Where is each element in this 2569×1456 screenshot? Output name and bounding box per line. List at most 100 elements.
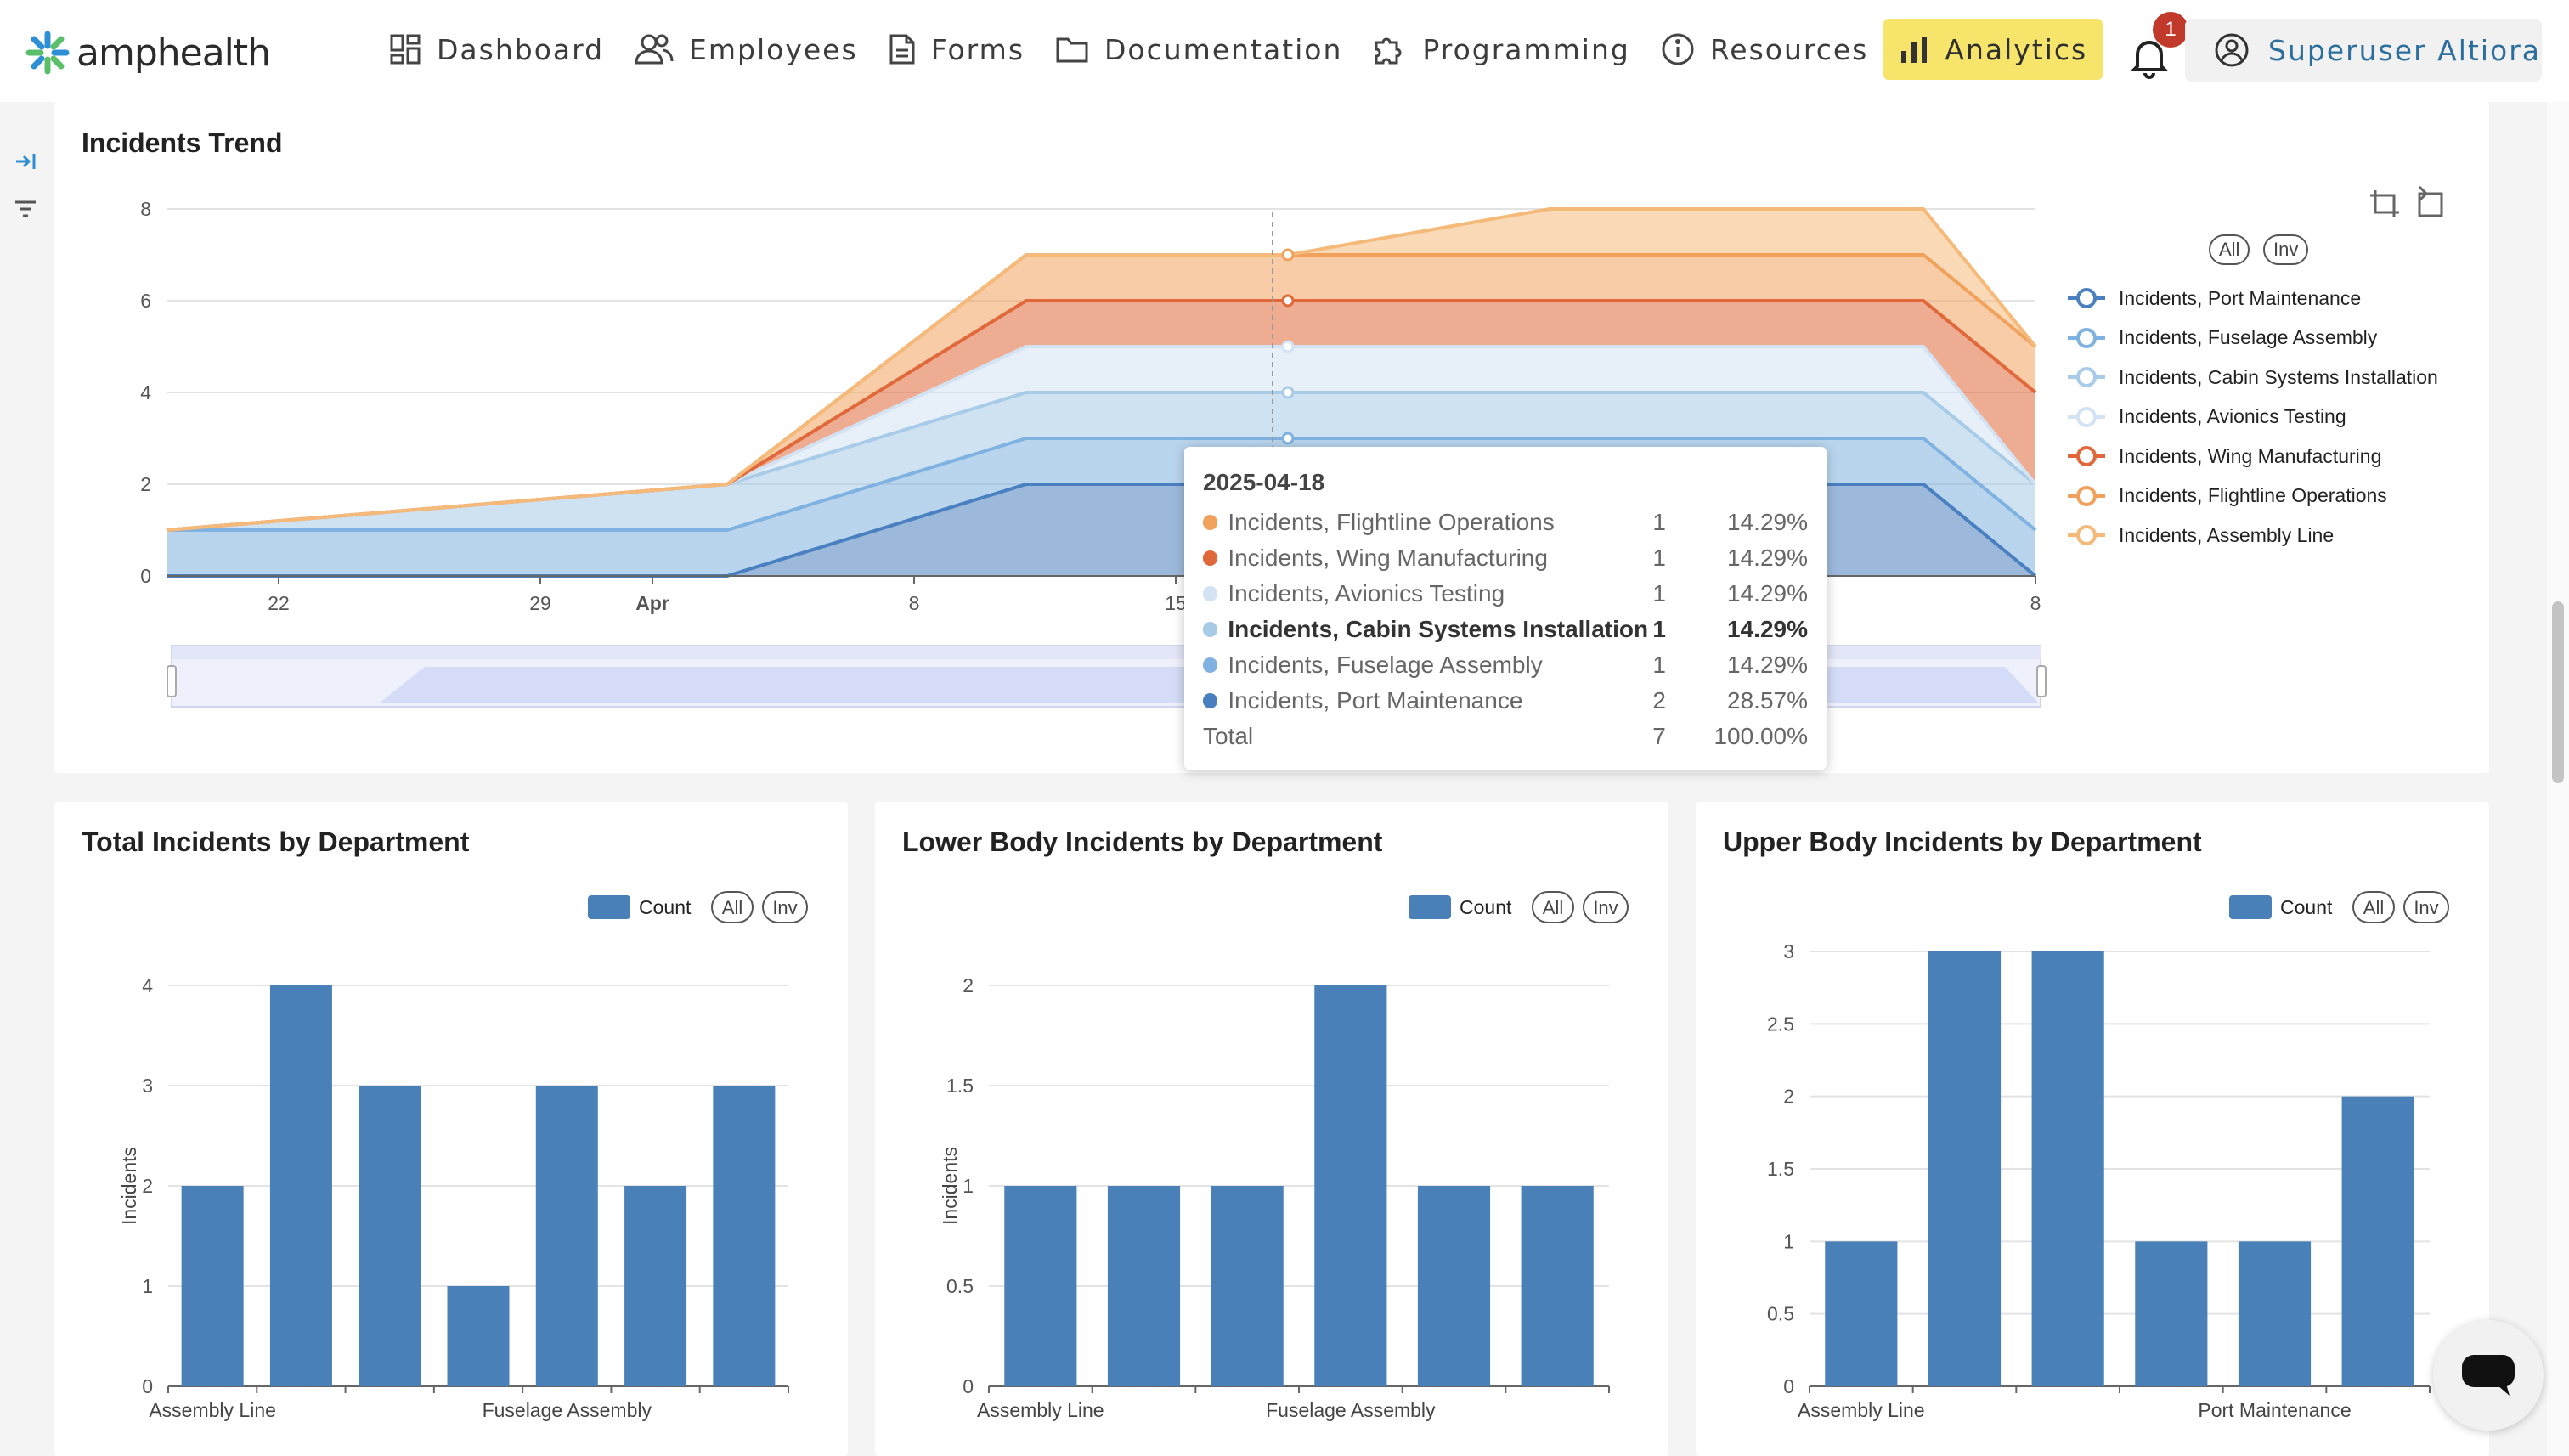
tooltip-series-label: Incidents, Flightline Operations [1228,509,1555,535]
trend-legend-item[interactable]: Incidents, Flightline Operations [2066,477,2438,516]
analytics-icon [1901,37,1928,63]
folder-icon [1056,37,1088,63]
bar-chart-panel-1: Total Incidents by Department Count All Inv… [82,827,808,1421]
bar-port-maintenance[interactable] [1417,1186,1491,1386]
bar-cabin-systems-installation[interactable] [2031,951,2104,1386]
user-menu-button[interactable]: Superuser Altiora [2185,19,2542,82]
scrollbar-thumb[interactable] [2552,601,2564,783]
bar-legend-all-button[interactable] [711,891,754,923]
legend-line-marker-icon [2068,288,2105,309]
bar-legend-inv-button[interactable] [762,891,808,923]
count-legend-label[interactable]: Count [639,896,692,918]
user-name: Superuser Altiora [2268,33,2541,67]
bar-legend-all-label: All [1543,897,1563,918]
chat-button[interactable] [2433,1320,2544,1431]
tooltip-series-count: 1 [1652,652,1666,678]
nav-forms[interactable]: Forms [873,19,1040,80]
count-legend-label[interactable]: Count [1460,896,1512,918]
count-legend-swatch[interactable] [1409,895,1451,919]
trend-legend-item[interactable]: Incidents, Wing Manufacturing [2066,437,2438,477]
zoom-reset-icon[interactable] [2418,185,2443,217]
trend-area-6 [167,255,2035,530]
bar-wing-manufacturing[interactable] [1521,1186,1594,1386]
trend-legend-label: Incidents, Port Maintenance [2119,286,2362,309]
app-logo[interactable]: amphealth [25,25,271,80]
bar-port-maintenance[interactable] [624,1186,687,1386]
count-legend-label[interactable]: Count [2280,896,2333,918]
trend-legend-item[interactable]: Incidents, Fuselage Assembly [2066,319,2438,358]
bar-legend-all-label: All [722,897,742,918]
bar-y-tick: 0.5 [946,1275,974,1297]
bar-avionics-testing[interactable] [1928,951,2002,1386]
bar-wing-manufacturing[interactable] [713,1086,776,1386]
bar-cabin-systems-installation[interactable] [1211,1186,1284,1386]
expand-sidebar-icon[interactable] [14,150,37,173]
bar-chart-title: Total Incidents by Department [82,827,470,857]
trend-x-tick: 22 [268,592,290,614]
nav-programming[interactable]: Programming [1358,19,1645,80]
bar-assembly-line[interactable] [181,1186,244,1386]
bar-cabin-systems-installation[interactable] [359,1086,421,1386]
count-legend-swatch[interactable] [588,895,630,919]
zoom-handle-left[interactable] [167,665,177,697]
tooltip-total-pct: 100.00% [1714,723,1808,749]
bar-flightline-operations[interactable] [2135,1241,2208,1386]
info-icon [1662,33,1694,65]
bar-y-tick: 2.5 [1767,1013,1794,1035]
tooltip-row: Incidents, Fuselage Assembly 1 14.29% [1203,647,1808,683]
tooltip-series-count: 1 [1652,509,1666,535]
tooltip-total-row: Total 7 100.00% [1203,719,1808,754]
trend-legend-label: Incidents, Cabin Systems Installation [2119,365,2438,388]
count-legend-swatch[interactable] [2229,895,2272,919]
department-bar-charts[interactable]: Total Incidents by Department Count All Inv… [0,802,2569,1456]
bar-y-tick: 2 [963,974,974,996]
trend-legend-all-button[interactable]: All [2209,234,2250,265]
trend-legend-label: Incidents, Wing Manufacturing [2119,444,2382,467]
trend-legend-item[interactable]: Incidents, Port Maintenance [2066,279,2438,319]
forms-icon [889,34,915,65]
bar-y-tick: 1.5 [946,1075,974,1097]
bar-x-tick-label: Fuselage Assembly [483,1399,652,1421]
bar-wing-manufacturing[interactable] [2341,1096,2414,1386]
bar-assembly-line[interactable] [1825,1241,1898,1386]
bar-legend-inv-label: Inv [1593,897,1618,918]
bar-y-axis-label: Incidents [118,1147,140,1225]
bar-y-tick: 2 [142,1175,153,1197]
trend-legend-item[interactable]: Incidents, Avionics Testing [2066,398,2438,437]
bar-port-maintenance[interactable] [2238,1241,2312,1386]
bar-legend-all-button[interactable] [1532,891,1574,923]
bar-legend-all-button[interactable] [2352,891,2395,923]
zoom-tool-icon[interactable] [2370,190,2399,217]
trend-line-2 [167,437,2037,532]
bar-x-tick-label: Assembly Line [977,1399,1104,1421]
bar-legend-inv-button[interactable] [2403,891,2449,923]
bar-flightline-operations[interactable] [447,1286,510,1386]
notifications-bell-icon[interactable] [2124,31,2175,82]
trend-hover-point [1281,340,1295,353]
bar-fuselage-assembly[interactable] [1314,985,1387,1386]
nav-resources[interactable]: Resources [1646,19,1884,80]
tooltip-row: Incidents, Wing Manufacturing 1 14.29% [1203,540,1808,576]
nav-documentation[interactable]: Documentation [1040,19,1358,80]
trend-legend: Incidents, Port Maintenance Incidents, Fu… [2066,279,2438,556]
filter-icon[interactable] [14,197,37,221]
bar-legend-inv-button[interactable] [1583,891,1629,923]
trend-legend-inv-button[interactable]: Inv [2263,234,2309,265]
trend-hover-point [1281,294,1295,308]
bar-assembly-line[interactable] [1004,1186,1077,1386]
trend-y-tick: 6 [140,290,151,312]
zoom-handle-right[interactable] [2036,665,2047,697]
trend-legend-item[interactable]: Incidents, Assembly Line [2066,516,2438,556]
nav-analytics[interactable]: Analytics [1883,19,2103,80]
bar-fuselage-assembly[interactable] [535,1086,598,1386]
nav-employees[interactable]: Employees [619,19,873,80]
trend-y-tick: 4 [140,381,151,404]
tooltip-row: Incidents, Flightline Operations 1 14.29% [1203,505,1808,540]
bar-avionics-testing[interactable] [269,985,332,1386]
dashboard-icon [390,34,421,65]
bar-chart-panel-2: Lower Body Incidents by Department Count A… [902,827,1629,1421]
trend-legend-item[interactable]: Incidents, Cabin Systems Installation [2066,358,2438,398]
tooltip-series-label: Incidents, Avionics Testing [1228,580,1505,607]
bar-avionics-testing[interactable] [1107,1186,1181,1386]
nav-dashboard[interactable]: Dashboard [374,19,619,80]
